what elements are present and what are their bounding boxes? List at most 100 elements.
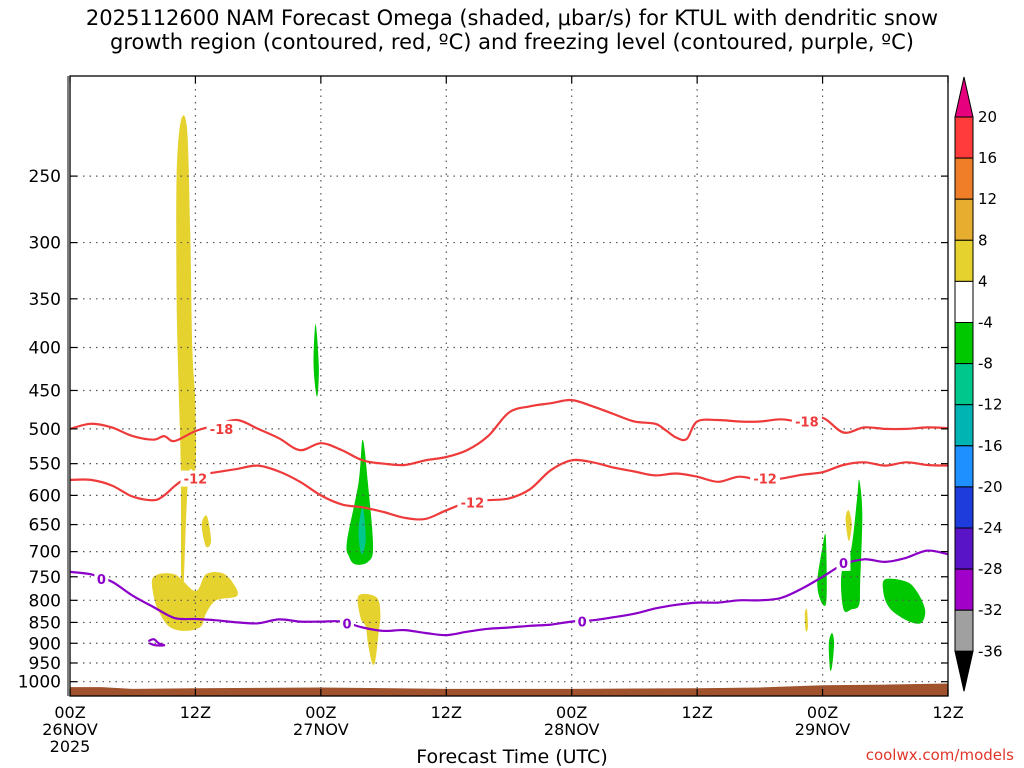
contour-label-bg <box>750 470 781 487</box>
y-tick-label-600: 600 <box>29 486 61 506</box>
contour-line-3 <box>69 549 949 637</box>
contour-label-bg <box>180 470 211 487</box>
omega-region-3 <box>201 515 212 548</box>
contour-line-2 <box>69 458 949 521</box>
x-tick-label-12-0: 12Z <box>180 703 211 722</box>
colorbar-label-5: 4 <box>978 272 988 290</box>
contour-line-4 <box>147 638 166 647</box>
contour-label: 0 <box>839 557 848 572</box>
colorbar-label-2: 16 <box>978 149 997 167</box>
colorbar-label-12: -28 <box>978 560 1003 578</box>
colorbar-swatch-10 <box>954 486 974 529</box>
colorbar-label-8: -12 <box>978 396 1003 414</box>
y-tick-label-250: 250 <box>29 167 61 187</box>
chart-title-line-1: 2025112600 NAM Forecast Omega (shaded, μ… <box>85 6 939 30</box>
x-tick-label-72-0: 00Z <box>807 703 838 722</box>
omega-region-12 <box>828 633 835 671</box>
credit-link[interactable]: coolwx.com/models <box>865 746 1014 764</box>
y-tick-label-1000: 1000 <box>18 673 61 693</box>
contour-label: -12 <box>461 497 485 512</box>
contour-label: -12 <box>184 473 208 488</box>
colorbar-swatch-12 <box>954 568 974 611</box>
colorbar-swatch-11 <box>954 527 974 570</box>
contour-label-bg <box>206 420 237 437</box>
y-tick-label-850: 850 <box>29 613 61 633</box>
x-tick-label-72-1: 29NOV <box>795 720 851 739</box>
x-tick-label-24-0: 00Z <box>305 703 336 722</box>
y-tick-label-400: 400 <box>29 339 61 359</box>
x-tick-label-0-0: 00Z <box>54 703 85 722</box>
y-tick-label-350: 350 <box>29 290 61 310</box>
colorbar: 20 16 12 8 4 -4 -8 -12 -16 -20 -24 -28 -32 -36 <box>954 76 1003 692</box>
y-tick-label-650: 650 <box>29 516 61 536</box>
contour-layer: -18 -18 -12 -12 -12 0 0 0 0 <box>69 398 949 647</box>
terrain <box>70 683 948 696</box>
colorbar-swatch-13 <box>954 609 974 652</box>
omega-region-13 <box>882 578 926 624</box>
colorbar-label-13: -32 <box>978 601 1003 619</box>
y-tick-label-550: 550 <box>29 455 61 475</box>
omega-region-11 <box>840 479 863 613</box>
contour-label: 0 <box>578 616 587 631</box>
colorbar-label-11: -24 <box>978 519 1003 537</box>
chart-title: 2025112600 NAM Forecast Omega (shaded, μ… <box>0 6 1024 54</box>
contour-line-1 <box>69 398 949 467</box>
omega-region-6 <box>358 507 366 554</box>
colorbar-swatch-7 <box>954 363 974 406</box>
axes-layer: 2503003504004505005506006507007508008509… <box>18 75 964 756</box>
colorbar-swatch-6 <box>954 322 974 365</box>
omega-region-4 <box>313 323 319 397</box>
x-tick-label-24-1: 27NOV <box>293 720 349 739</box>
contour-label-bg <box>791 413 822 430</box>
colorbar-label-4: 8 <box>978 231 988 249</box>
contour-label-bg <box>457 494 488 511</box>
contour-label: -18 <box>795 416 819 431</box>
x-axis-label: Forecast Time (UTC) <box>416 746 608 768</box>
contour-label: -12 <box>753 473 777 488</box>
omega-region-1 <box>176 115 197 623</box>
omega-shading-layer <box>151 115 926 671</box>
colorbar-label-6: -4 <box>978 314 993 332</box>
colorbar-label-14: -36 <box>978 642 1003 660</box>
colorbar-label-9: -16 <box>978 437 1003 455</box>
contour-label-bg <box>94 571 109 588</box>
contour-label: -18 <box>210 423 234 438</box>
y-tick-label-900: 900 <box>29 634 61 654</box>
omega-region-2 <box>151 572 238 631</box>
contour-label-bg <box>575 613 590 630</box>
colorbar-swatch-5 <box>954 280 974 323</box>
omega-region-9 <box>804 608 808 632</box>
contour-label-bg <box>339 615 354 632</box>
colorbar-swatch-9 <box>954 445 974 488</box>
colorbar-swatch-8 <box>954 404 974 447</box>
y-tick-label-750: 750 <box>29 568 61 588</box>
x-tick-label-84-0: 12Z <box>932 703 963 722</box>
x-tick-label-0-2: 2025 <box>50 737 91 756</box>
y-tick-label-500: 500 <box>29 420 61 440</box>
contour-label: 0 <box>342 617 351 632</box>
x-tick-label-48-1: 28NOV <box>544 720 600 739</box>
y-tick-label-700: 700 <box>29 543 61 563</box>
terrain-layer <box>70 683 948 696</box>
x-tick-label-48-0: 00Z <box>556 703 587 722</box>
contour-label: 0 <box>97 573 106 588</box>
colorbar-label-7: -8 <box>978 355 993 373</box>
colorbar-bottom-arrow <box>954 650 974 692</box>
chart-title-line-2: growth region (contoured, red, ºC) and f… <box>110 30 914 54</box>
y-tick-label-800: 800 <box>29 591 61 611</box>
colorbar-top-arrow <box>954 76 974 118</box>
y-tick-label-450: 450 <box>29 381 61 401</box>
colorbar-swatch-1 <box>954 116 974 159</box>
contour-label-bg <box>836 554 851 571</box>
omega-region-8 <box>845 510 852 542</box>
omega-region-5 <box>346 439 374 565</box>
colorbar-label-1: 20 <box>978 108 997 126</box>
colorbar-swatch-3 <box>954 198 974 241</box>
colorbar-swatch-4 <box>954 239 974 282</box>
plot-frame <box>69 75 949 697</box>
x-tick-label-0-1: 26NOV <box>42 720 98 739</box>
colorbar-swatch-2 <box>954 157 974 200</box>
y-tick-label-950: 950 <box>29 654 61 674</box>
colorbar-label-3: 12 <box>978 190 997 208</box>
